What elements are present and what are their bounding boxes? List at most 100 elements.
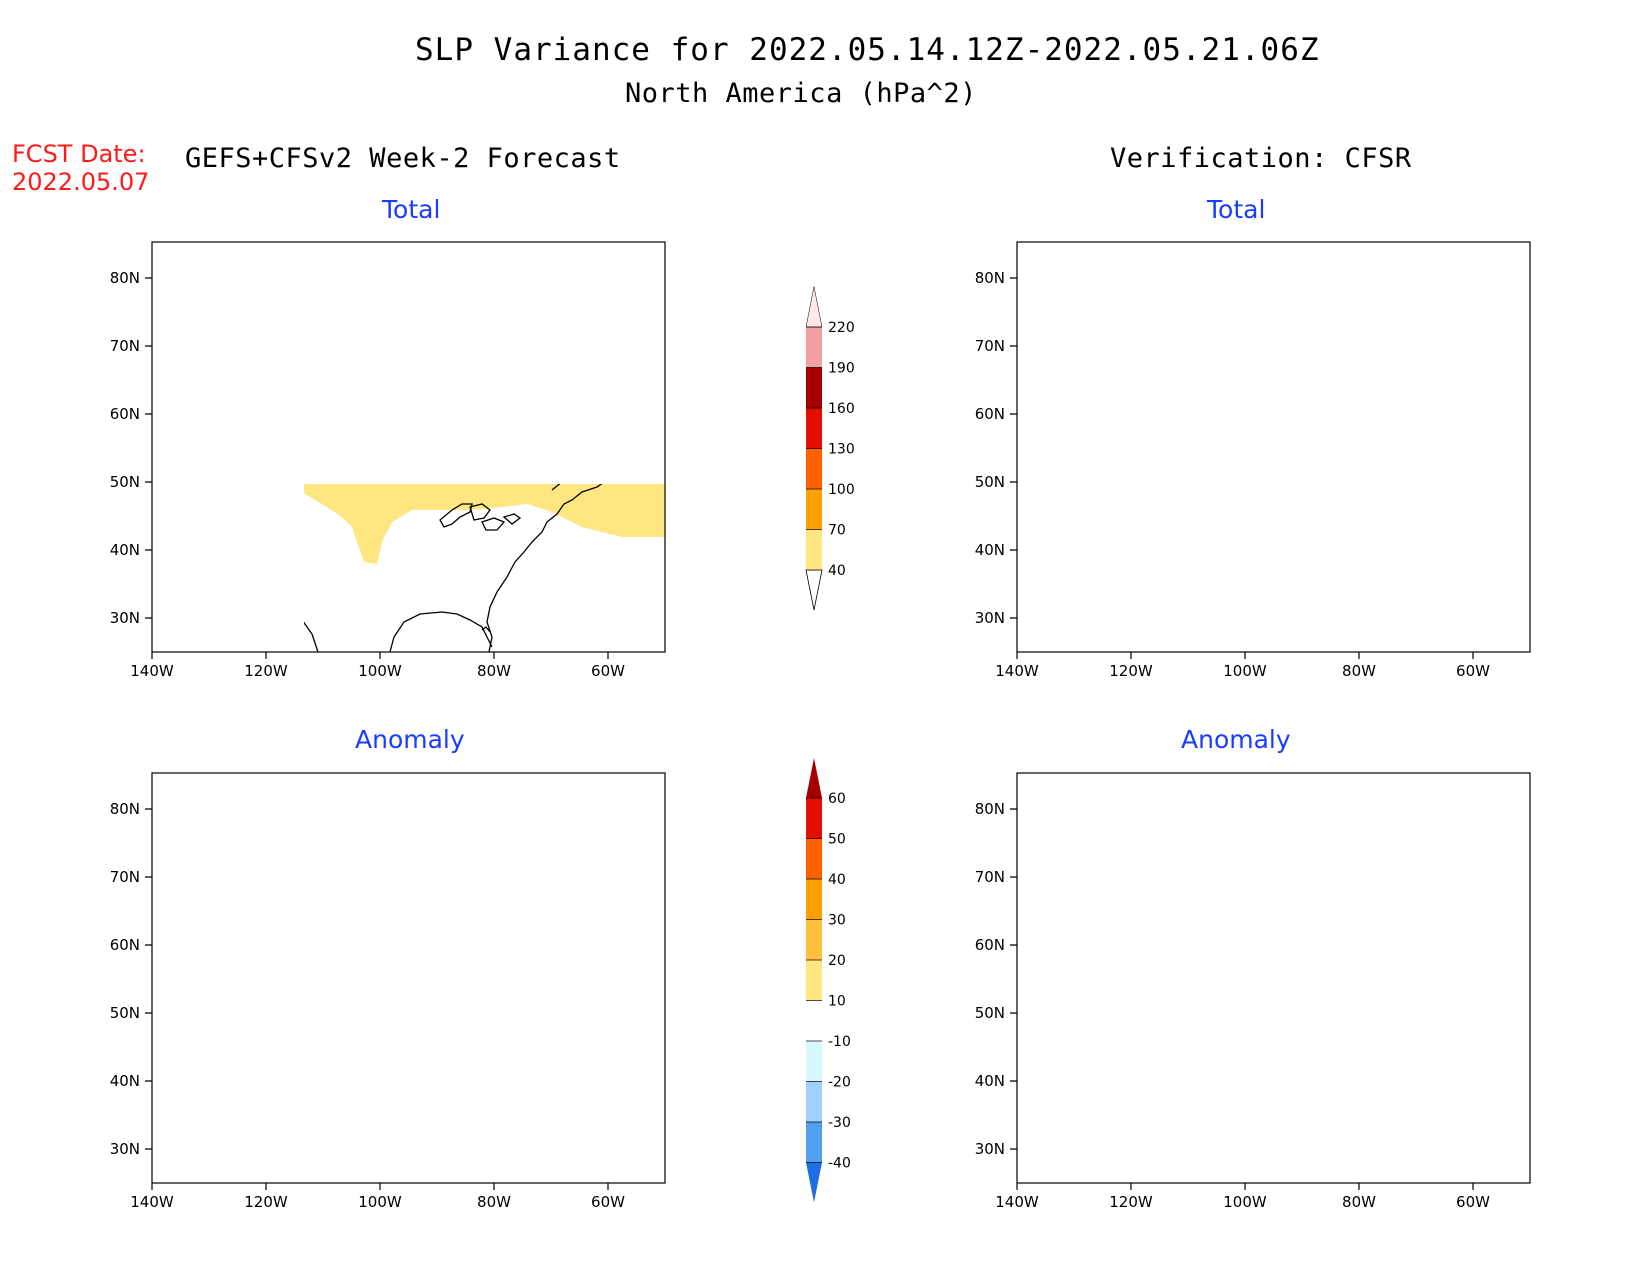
- lon-tick-label: 100W: [1223, 1193, 1267, 1211]
- colorbar-level-label: -10: [828, 1034, 851, 1050]
- colorbar-level-label: 50: [828, 832, 846, 848]
- lat-tick-label: 40N: [975, 541, 1005, 559]
- colorbar-level-label: 220: [828, 320, 855, 336]
- colorbar-level-label: 40: [828, 872, 846, 888]
- verification-anomaly-shade-50-60: [1032, 958, 1102, 1001]
- lon-tick-label: 120W: [244, 1193, 288, 1211]
- lon-tick-label: 80W: [1342, 1193, 1376, 1211]
- verification-anomaly-map: [1009, 772, 1531, 1191]
- lat-tick-label: 50N: [110, 473, 140, 491]
- colorbar-upper-arrow: [805, 286, 823, 328]
- colorbar-swatch: [806, 1000, 822, 1041]
- forecast-anomaly-shade-20-30: [187, 1001, 200, 1021]
- lat-tick-label: 70N: [975, 868, 1005, 886]
- colorbar-swatch: [806, 367, 822, 408]
- lat-tick-label: 60N: [975, 405, 1005, 423]
- verification-total-shade-70-100: [1017, 352, 1502, 582]
- lat-tick-label: 60N: [110, 405, 140, 423]
- verification-anomaly-shade-10-20: [1017, 875, 1467, 1098]
- colorbar-level-label: -40: [828, 1156, 851, 1172]
- colorbar-swatch: [806, 529, 822, 570]
- lat-tick-label: 50N: [110, 1004, 140, 1022]
- verification-anomaly-title: Anomaly: [1181, 725, 1291, 754]
- colorbar-level-label: 30: [828, 913, 846, 929]
- forecast-anomaly-shade-neg: [570, 875, 665, 978]
- colorbar-swatch: [806, 1122, 822, 1163]
- lon-tick-label: 140W: [130, 1193, 174, 1211]
- forecast-anomaly-title: Anomaly: [355, 725, 465, 754]
- colorbar-swatch: [806, 1041, 822, 1082]
- lat-tick-label: 60N: [975, 936, 1005, 954]
- verification-anomaly-shade-40-50: [1017, 911, 1417, 1063]
- colorbar-swatch: [806, 489, 822, 530]
- lat-tick-label: 30N: [110, 609, 140, 627]
- lat-tick-label: 30N: [110, 1140, 140, 1158]
- verification-anomaly-shade-60plus: [1057, 968, 1089, 993]
- colorbar-swatch: [806, 448, 822, 489]
- lon-tick-label: 100W: [358, 662, 402, 680]
- forecast-total-shade-40-70: [304, 484, 665, 564]
- colorbar-swatch: [806, 919, 822, 960]
- forecast-anomaly-shade-10-20: [152, 783, 292, 893]
- anomaly-colorbar: 60 50 40 30 20 10 -10 -20 -30 -40: [806, 758, 851, 1203]
- lon-tick-label: 120W: [1109, 662, 1153, 680]
- colorbar-level-label: 10: [828, 994, 846, 1010]
- forecast-total-map: [144, 241, 666, 660]
- lon-tick-label: 100W: [1223, 662, 1267, 680]
- colorbar-swatch: [806, 838, 822, 879]
- lon-tick-label: 80W: [1342, 662, 1376, 680]
- colorbar-level-label: -30: [828, 1115, 851, 1131]
- lon-tick-label: 80W: [477, 662, 511, 680]
- lon-tick-label: 60W: [1456, 662, 1490, 680]
- lon-tick-label: 60W: [591, 1193, 625, 1211]
- verification-total-shade-100-130: [1132, 370, 1412, 567]
- lat-tick-label: 40N: [110, 1072, 140, 1090]
- lat-tick-label: 70N: [110, 337, 140, 355]
- verification-anomaly-shade-neg-30-40: [1217, 903, 1272, 938]
- colorbar-swatch: [806, 879, 822, 920]
- lon-tick-label: 140W: [995, 1193, 1039, 1211]
- verification-anomaly-shade-20-30: [1017, 891, 1447, 1081]
- lat-tick-label: 70N: [110, 868, 140, 886]
- colorbar-level-label: 160: [828, 401, 855, 417]
- verification-anomaly-shade-30-40: [1017, 901, 1427, 1068]
- colorbar-level-label: 20: [828, 953, 846, 969]
- fcst-date-label: FCST Date:: [12, 140, 146, 168]
- lon-tick-label: 100W: [358, 1193, 402, 1211]
- verification-anomaly-shade-neg-10-20: [1067, 779, 1530, 1023]
- lat-tick-label: 50N: [975, 1004, 1005, 1022]
- lon-tick-label: 60W: [591, 662, 625, 680]
- verification-heading: Verification: CFSR: [1110, 143, 1412, 174]
- lat-tick-label: 60N: [110, 936, 140, 954]
- colorbar-lower-arrow: [805, 569, 823, 611]
- colorbar-lower-arrow: [806, 1162, 822, 1203]
- lat-tick-label: 80N: [975, 269, 1005, 287]
- verification-total-shade-130-160: [1182, 467, 1217, 484]
- colorbar-level-label: 190: [828, 361, 855, 377]
- page-title: SLP Variance for 2022.05.14.12Z-2022.05.…: [415, 32, 1320, 68]
- forecast-heading: GEFS+CFSv2 Week-2 Forecast: [185, 143, 621, 174]
- colorbar-swatch: [806, 1081, 822, 1122]
- colorbar-swatch: [806, 327, 822, 368]
- lat-tick-label: 70N: [975, 337, 1005, 355]
- lat-tick-label: 40N: [110, 541, 140, 559]
- colorbar-upper-arrow: [806, 758, 822, 798]
- colorbar-swatch: [806, 798, 822, 839]
- forecast-anomaly-map: [144, 772, 666, 1191]
- colorbar-level-label: -20: [828, 1075, 851, 1091]
- verification-total-title: Total: [1207, 195, 1266, 224]
- lat-tick-label: 50N: [975, 473, 1005, 491]
- colorbar-swatch: [806, 960, 822, 1001]
- verification-total-map: [1009, 241, 1531, 660]
- colorbar-level-label: 100: [828, 482, 855, 498]
- total-colorbar: 40 70 100 130 160 190 220: [805, 286, 855, 611]
- forecast-total-shade-west: [152, 407, 227, 522]
- lon-tick-label: 120W: [244, 662, 288, 680]
- colorbar-swatch: [806, 408, 822, 449]
- lon-tick-label: 140W: [130, 662, 174, 680]
- verification-total-shade-40-70: [1017, 340, 1530, 602]
- lat-tick-label: 80N: [110, 269, 140, 287]
- lat-tick-label: 80N: [110, 800, 140, 818]
- colorbar-level-label: 60: [828, 791, 846, 807]
